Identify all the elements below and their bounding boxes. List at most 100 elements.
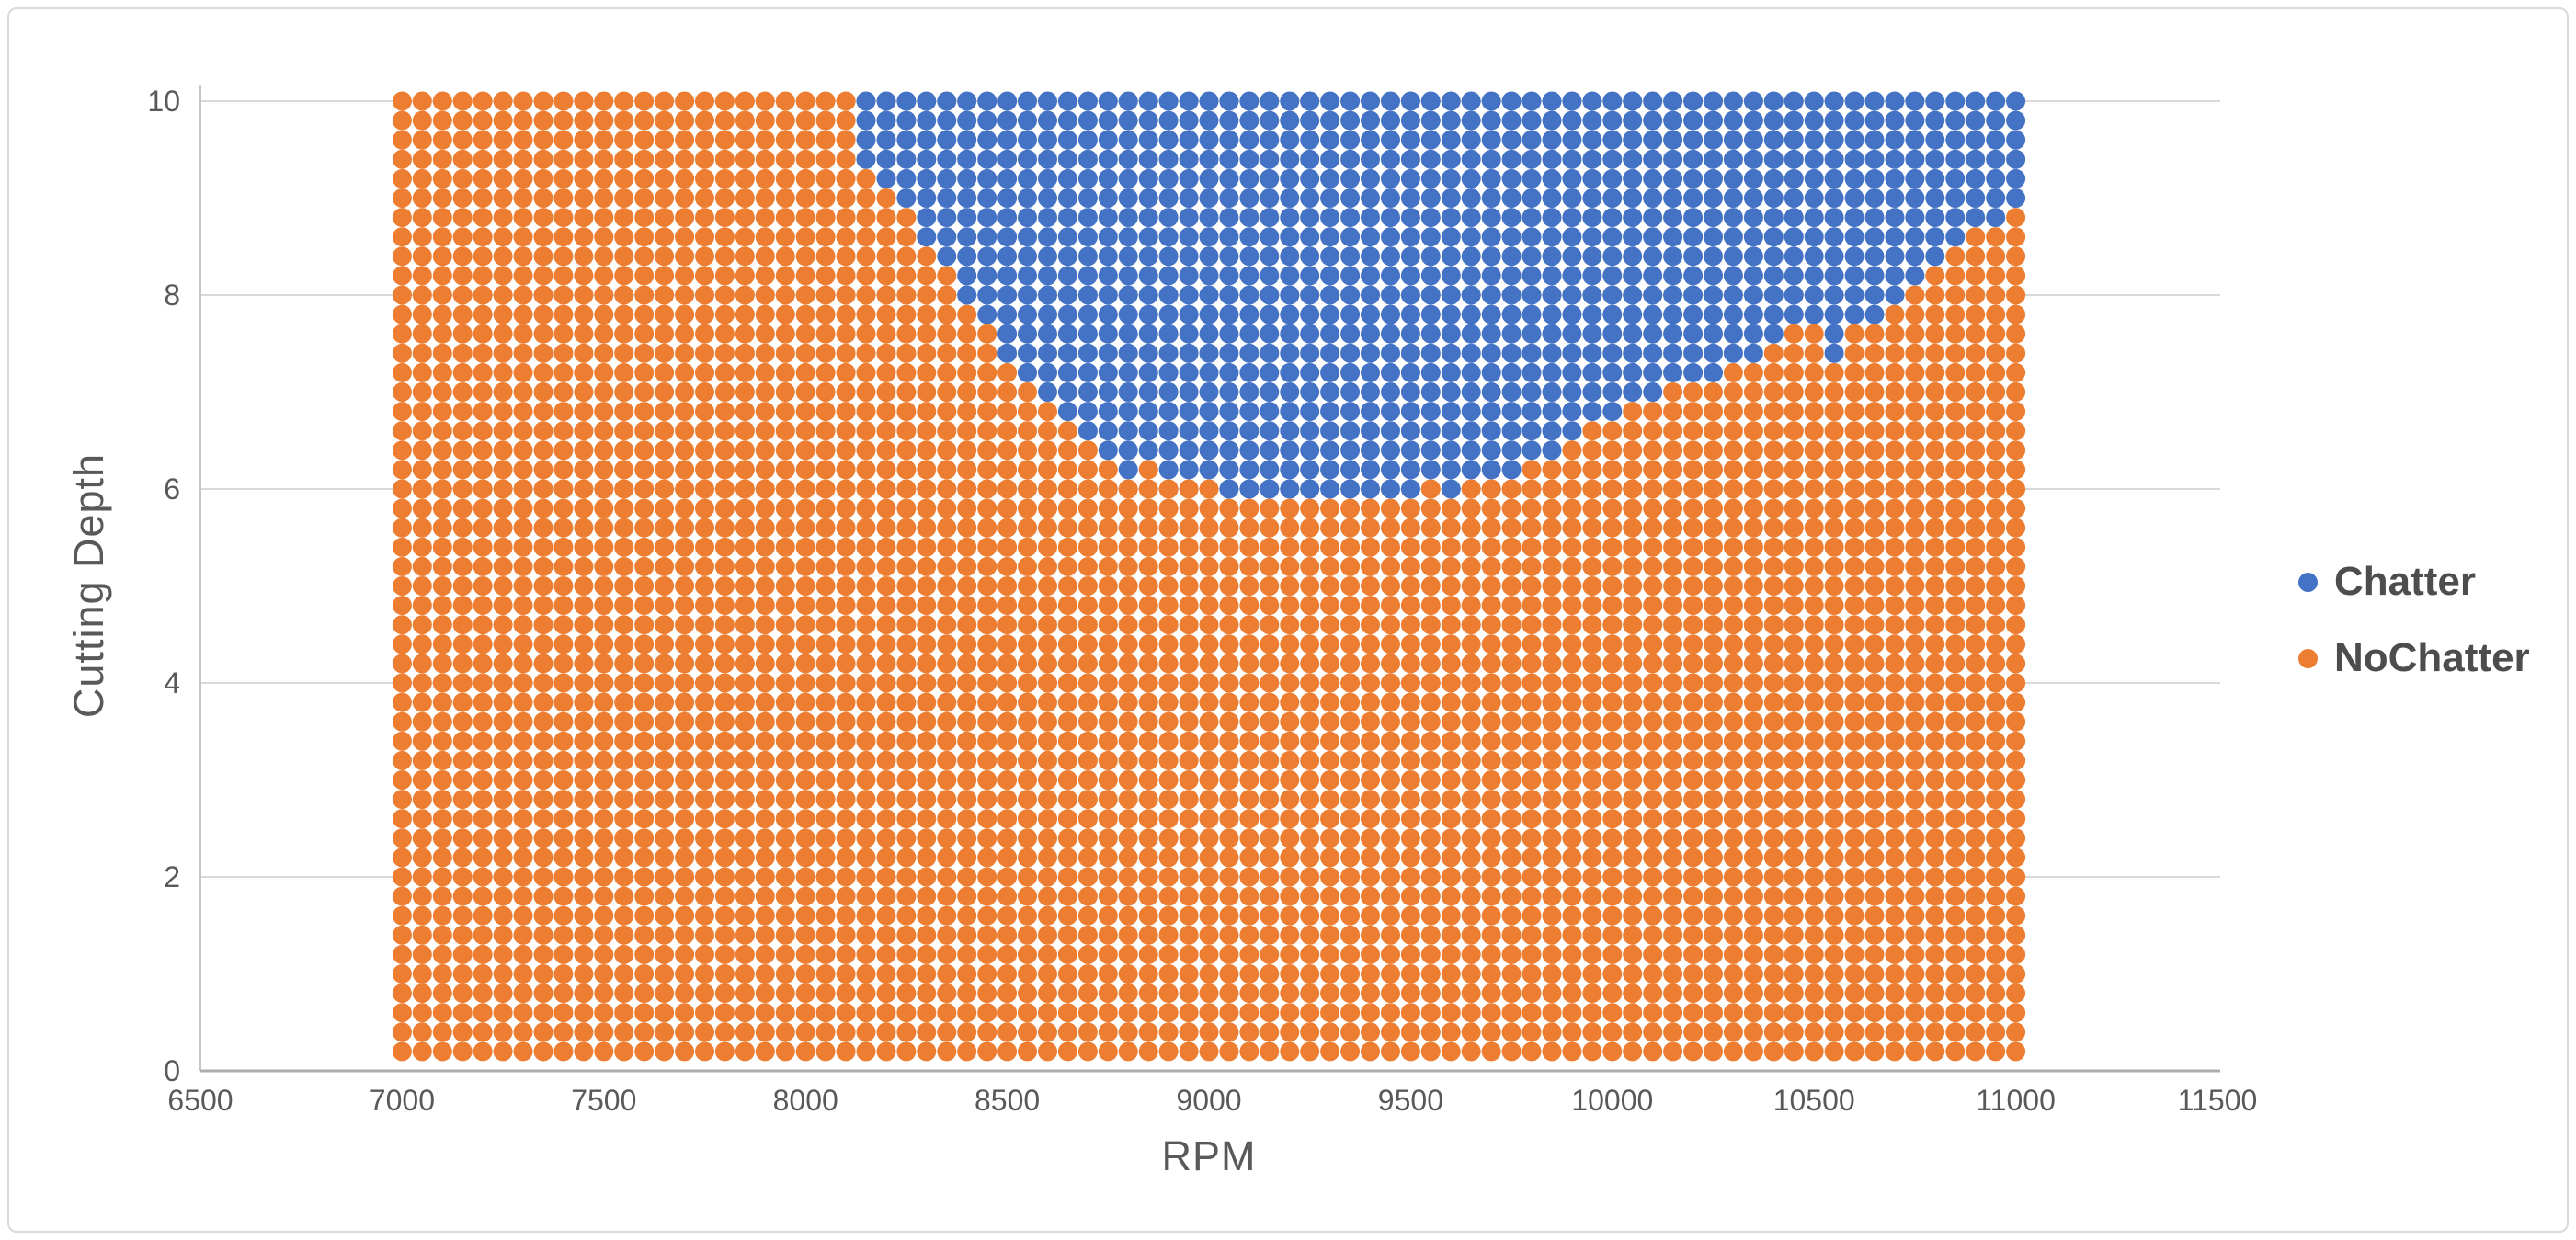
data-point-nochatter [1219,790,1239,810]
x-tick-8500: 8500 [975,1084,1040,1117]
data-point-nochatter [1300,1022,1320,1042]
data-point-chatter [977,227,997,247]
data-point-nochatter [876,227,896,247]
data-point-chatter [1420,382,1441,402]
data-point-nochatter [1420,556,1441,576]
data-point-chatter [1098,382,1118,402]
data-point-chatter [1239,324,1260,344]
data-point-chatter [977,110,997,131]
data-point-nochatter [675,673,695,693]
data-point-nochatter [1723,402,1743,422]
data-point-nochatter [513,654,533,674]
data-point-chatter [1219,343,1239,363]
data-point-chatter [1905,188,1925,208]
data-point-nochatter [1986,634,2006,654]
data-point-nochatter [1461,925,1481,945]
data-point-nochatter [1885,382,1905,402]
data-point-nochatter [1723,460,1743,480]
data-point-nochatter [533,828,553,848]
data-point-nochatter [1179,673,1199,693]
data-point-nochatter [735,440,755,461]
data-point-nochatter [1704,770,1723,790]
data-point-nochatter [1804,440,1824,461]
data-point-nochatter [574,343,594,363]
data-point-nochatter [574,556,594,576]
data-point-nochatter [675,1022,695,1042]
data-point-nochatter [896,227,917,247]
data-point-nochatter [1663,790,1683,810]
data-point-nochatter [896,537,917,557]
data-point-nochatter [1986,402,2006,422]
data-point-nochatter [513,343,533,363]
data-point-nochatter [1461,634,1481,654]
data-point-nochatter [614,809,634,829]
data-point-nochatter [655,91,675,111]
data-point-nochatter [553,168,574,188]
data-point-nochatter [1361,596,1380,616]
data-point-nochatter [1763,809,1784,829]
data-point-nochatter [1118,673,1138,693]
data-point-nochatter [856,905,876,926]
data-point-nochatter [1905,498,1925,518]
data-point-nochatter [815,304,836,324]
data-point-nochatter [634,596,655,616]
data-point-nochatter [1986,925,2006,945]
data-point-nochatter [473,208,493,228]
data-point-chatter [1300,382,1320,402]
data-point-chatter [1361,324,1380,344]
data-point-nochatter [1784,848,1804,868]
data-point-nochatter [1864,692,1885,712]
data-point-chatter [1542,266,1562,286]
data-point-nochatter [1057,440,1077,461]
data-point-nochatter [1582,654,1602,674]
data-point-nochatter [594,266,614,286]
data-point-nochatter [1038,750,1057,770]
data-point-chatter [1461,168,1481,188]
data-point-chatter [1623,130,1643,150]
data-point-chatter [1280,246,1300,267]
data-point-nochatter [997,925,1018,945]
data-point-nochatter [1663,615,1683,635]
data-point-nochatter [533,498,553,518]
data-point-nochatter [1501,556,1522,576]
data-point-chatter [1260,402,1280,422]
data-point-chatter [1905,130,1925,150]
data-point-chatter [1118,266,1138,286]
data-point-nochatter [1219,984,1239,1004]
data-point-nochatter [594,925,614,945]
data-point-nochatter [655,731,675,751]
data-point-nochatter [1158,867,1179,887]
data-point-nochatter [836,634,856,654]
data-point-nochatter [1804,1003,1824,1023]
data-point-nochatter [1683,848,1704,868]
data-point-nochatter [755,848,775,868]
data-point-nochatter [917,556,937,576]
data-point-nochatter [735,750,755,770]
data-point-nochatter [473,886,493,906]
data-point-chatter [1219,285,1239,305]
data-point-nochatter [795,246,815,267]
data-point-chatter [1340,110,1361,131]
data-point-chatter [1481,168,1501,188]
data-point-nochatter [1381,964,1400,984]
data-point-nochatter [1018,402,1037,422]
data-point-chatter [1763,266,1784,286]
data-point-chatter [1098,304,1118,324]
data-point-nochatter [735,944,755,964]
data-point-nochatter [1763,498,1784,518]
data-point-nochatter [1098,615,1118,635]
data-point-nochatter [977,596,997,616]
data-point-chatter [1077,304,1098,324]
data-point-nochatter [1018,964,1037,984]
data-point-nochatter [574,1022,594,1042]
data-point-nochatter [634,615,655,635]
data-point-nochatter [1966,343,1986,363]
data-point-nochatter [1400,711,1420,732]
data-point-nochatter [1723,711,1743,732]
data-point-nochatter [1057,460,1077,480]
data-point-nochatter [1038,984,1057,1004]
data-point-chatter [1179,460,1199,480]
data-point-nochatter [655,944,675,964]
data-point-nochatter [815,149,836,169]
data-point-nochatter [553,692,574,712]
